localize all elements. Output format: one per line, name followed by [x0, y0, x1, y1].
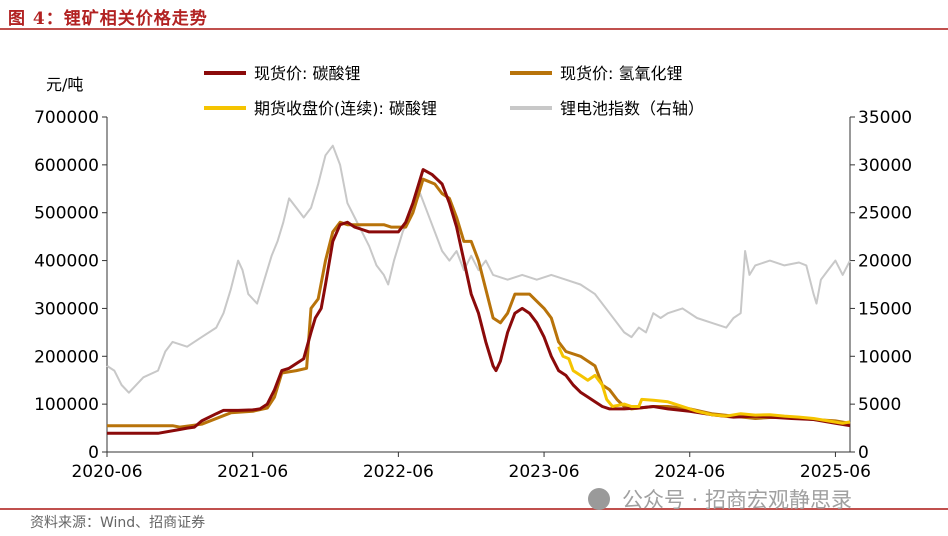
left-tick-label: 700000 [34, 108, 99, 128]
y-unit-label: 元/吨 [46, 75, 83, 94]
right-tick-label: 10000 [858, 347, 912, 367]
legend-label: 现货价: 碳酸锂 [254, 64, 360, 83]
x-tick-label: 2021-06 [217, 462, 288, 482]
series-line-1 [107, 179, 850, 427]
left-tick-label: 600000 [34, 156, 99, 176]
x-tick-label: 2020-06 [71, 462, 142, 482]
legend-label: 锂电池指数（右轴） [560, 99, 704, 118]
right-tick-label: 5000 [858, 395, 901, 415]
watermark: 公众号 · 招商宏观静思录 [588, 484, 852, 514]
left-tick-label: 0 [88, 443, 99, 463]
right-tick-label: 30000 [858, 156, 912, 176]
left-tick-label: 200000 [34, 347, 99, 367]
x-tick-label: 2022-06 [363, 462, 434, 482]
legend-label: 期货收盘价(连续): 碳酸锂 [254, 99, 437, 118]
chart: 0100000200000300000400000500000600000700… [0, 0, 948, 536]
right-tick-label: 35000 [858, 108, 912, 128]
left-tick-label: 300000 [34, 299, 99, 319]
right-tick-label: 15000 [858, 299, 912, 319]
right-tick-label: 25000 [858, 204, 912, 224]
watermark-text: 公众号 · 招商宏观静思录 [622, 484, 852, 514]
right-tick-label: 20000 [858, 252, 912, 272]
series-line-0 [107, 146, 850, 393]
source-note: 资料来源：Wind、招商证券 [30, 512, 205, 532]
x-tick-label: 2024-06 [654, 462, 725, 482]
legend-label: 现货价: 氢氧化锂 [560, 64, 682, 83]
x-tick-label: 2025-06 [800, 462, 871, 482]
series-line-3 [559, 347, 850, 424]
left-tick-label: 100000 [34, 395, 99, 415]
wechat-icon [588, 488, 610, 510]
right-tick-label: 0 [858, 443, 869, 463]
series-line-2 [107, 170, 850, 434]
left-tick-label: 500000 [34, 204, 99, 224]
left-tick-label: 400000 [34, 252, 99, 272]
x-tick-label: 2023-06 [509, 462, 580, 482]
